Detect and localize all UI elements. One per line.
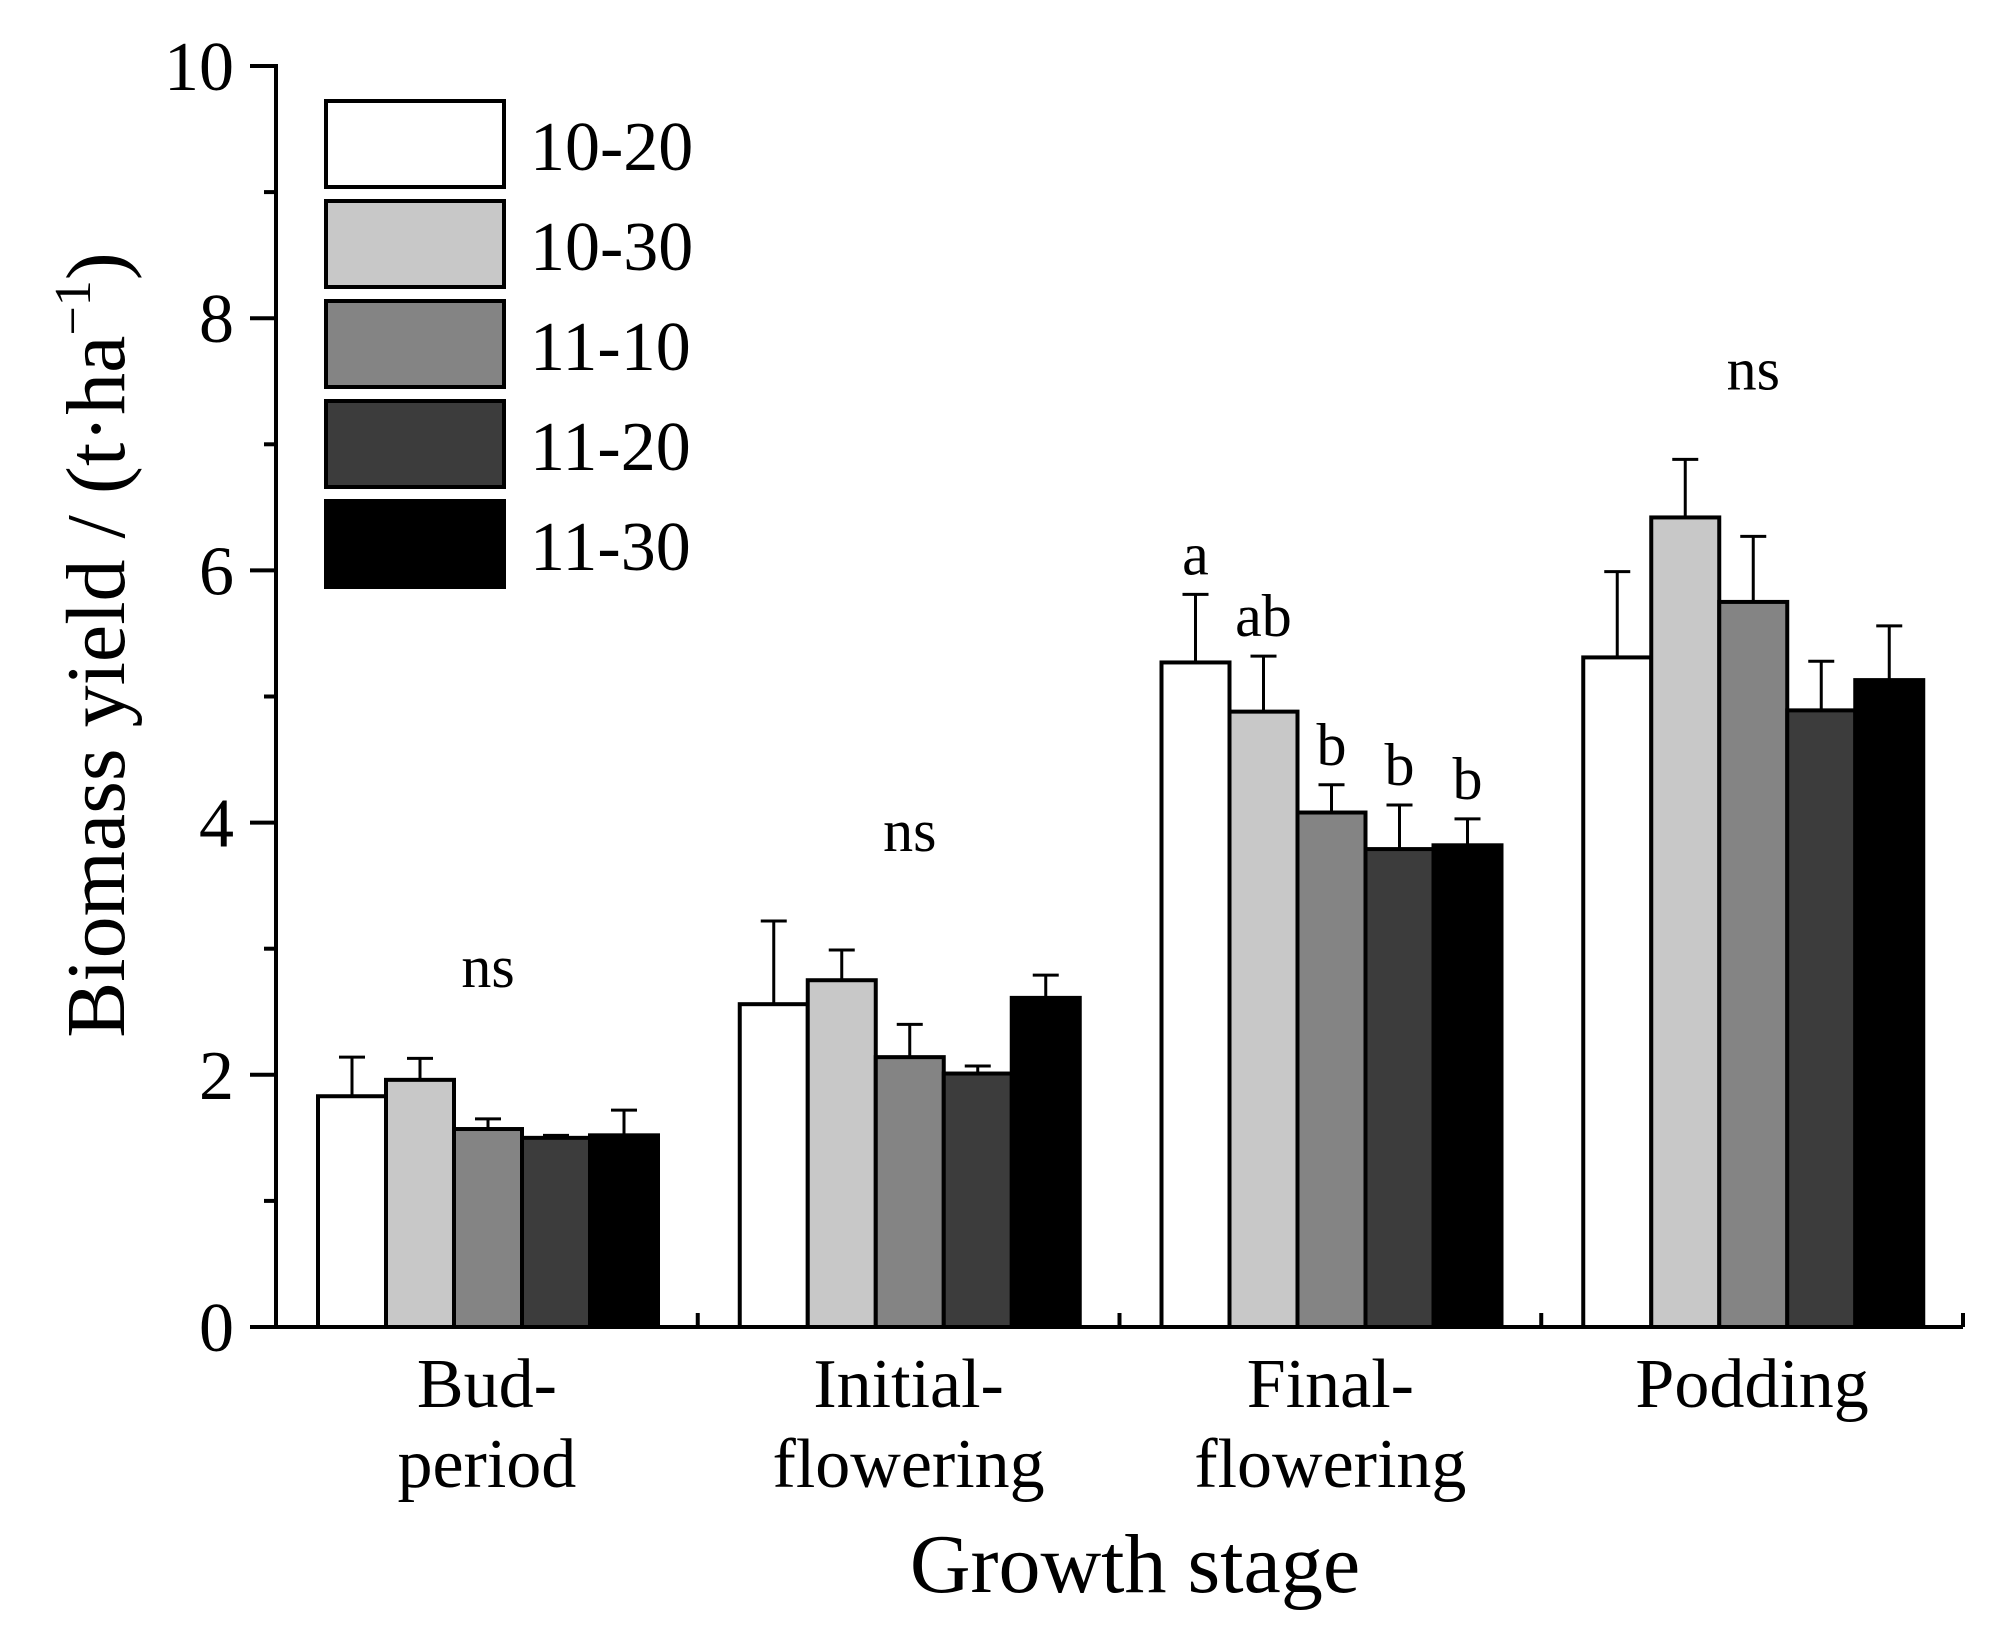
bar-11-10-cat0 xyxy=(452,1127,524,1329)
bar-10-20-cat0 xyxy=(316,1094,388,1330)
legend-swatch-11-20 xyxy=(324,399,506,489)
bar-10-20-cat2 xyxy=(1159,660,1232,1329)
y-tick-label: 6 xyxy=(199,533,234,610)
y-tick-label: 2 xyxy=(199,1038,234,1115)
x-category-label: flowering xyxy=(773,1426,1045,1503)
legend-label: 11-10 xyxy=(530,309,691,386)
bar-11-30-cat3 xyxy=(1853,678,1926,1329)
significance-label: ns xyxy=(461,934,514,1000)
y-tick-label: 4 xyxy=(199,786,234,863)
y-tick-label: 8 xyxy=(199,281,234,358)
x-category-label: Initial- xyxy=(813,1346,1003,1423)
bar-11-20-cat2 xyxy=(1363,847,1436,1329)
legend-label: 10-30 xyxy=(530,209,693,286)
bar-11-10-cat3 xyxy=(1717,599,1790,1329)
legend: 10-20 10-30 11-10 11-20 11-30 xyxy=(324,99,693,589)
legend-swatch-10-20 xyxy=(324,99,506,189)
y-axis-title-superscript: −1 xyxy=(45,280,102,335)
x-category-label: flowering xyxy=(1194,1426,1466,1503)
significance-label: ab xyxy=(1235,583,1292,649)
significance-label: a xyxy=(1182,521,1209,587)
bar-11-20-cat3 xyxy=(1785,708,1858,1329)
bars-layer xyxy=(316,457,1926,1330)
y-tick-label: 0 xyxy=(199,1290,234,1367)
legend-label: 11-20 xyxy=(530,409,691,486)
x-category-label: Bud- xyxy=(417,1346,557,1423)
bar-10-20-cat3 xyxy=(1581,655,1654,1329)
bar-10-30-cat2 xyxy=(1227,709,1300,1329)
y-axis-title-close: ) xyxy=(50,252,143,280)
legend-label: 11-30 xyxy=(530,509,691,586)
bar-11-30-cat0 xyxy=(588,1133,660,1329)
bar-11-20-cat1 xyxy=(941,1071,1014,1329)
bar-10-30-cat0 xyxy=(384,1077,456,1329)
y-axis-title: Biomass yield / (t·ha−1) xyxy=(45,252,143,1038)
x-category-label: Podding xyxy=(1635,1346,1868,1423)
x-category-label: Final- xyxy=(1247,1346,1414,1423)
bar-10-30-cat1 xyxy=(805,978,878,1329)
bar-10-30-cat3 xyxy=(1649,515,1722,1329)
y-tick-label: 10 xyxy=(164,29,234,106)
bar-11-30-cat1 xyxy=(1009,995,1082,1330)
bar-11-10-cat1 xyxy=(873,1055,946,1329)
axes-layer xyxy=(250,64,1965,1329)
legend-swatch-10-30 xyxy=(324,199,506,289)
bar-11-20-cat0 xyxy=(520,1135,592,1329)
x-axis-title: Growth stage xyxy=(910,1518,1360,1611)
significance-label: b xyxy=(1453,746,1483,812)
x-category-label: period xyxy=(397,1426,576,1503)
legend-swatch-11-30 xyxy=(324,499,506,589)
y-axis-title-main: Biomass yield / (t·ha xyxy=(50,336,143,1038)
labels-layer: 0246810Bud-periodInitial-floweringFinal-… xyxy=(45,29,1869,1611)
legend-swatch-11-10 xyxy=(324,299,506,389)
significance-label: b xyxy=(1317,712,1347,778)
legend-label: 10-20 xyxy=(530,109,693,186)
significance-label: b xyxy=(1385,732,1415,798)
significance-label: ns xyxy=(883,798,936,864)
bar-11-30-cat2 xyxy=(1431,843,1504,1329)
bar-10-20-cat1 xyxy=(737,1002,810,1330)
significance-label: ns xyxy=(1727,336,1780,402)
bar-11-10-cat2 xyxy=(1295,810,1368,1329)
